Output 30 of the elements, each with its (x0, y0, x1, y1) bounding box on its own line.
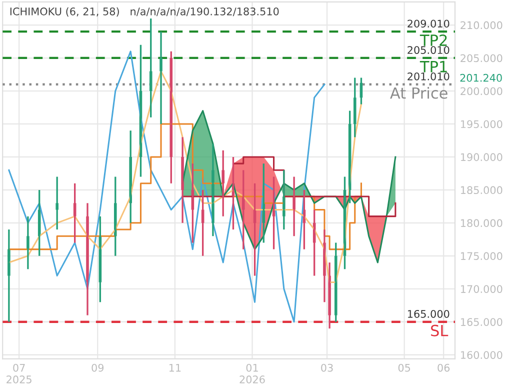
y-tick-label: 170.000 (461, 285, 502, 293)
x-tick-label: 05 (398, 364, 410, 372)
annotation: 165.000 (408, 310, 450, 318)
ref-line-label: SL (431, 324, 448, 336)
x-tick-label: 06 (438, 364, 450, 372)
y-tick-label: 200.000 (460, 87, 502, 96)
x-tick-label: 09 (92, 364, 104, 372)
line-series (8, 50, 326, 323)
chart-title: ICHIMOKU (6, 21, 58) n/a/n/a/n/a/190.132/183.510 (10, 7, 279, 17)
annotation: 205.010 (408, 46, 450, 54)
y-tick-label: 190.000 (461, 153, 502, 162)
x-tick-label: 07 2025 (6, 364, 32, 384)
y-tick-label: 160.000 (461, 351, 502, 359)
ref-line-label: TP1 (420, 61, 447, 72)
y-tick-label: 175.000 (461, 252, 502, 260)
y-tick-label: 180.000 (461, 219, 502, 228)
y-tick-label: 205.000 (460, 54, 502, 62)
y-tick-label: 195.000 (461, 120, 502, 128)
ref-line-label: At Price (390, 86, 448, 99)
x-tick-label: 01 2026 (240, 364, 265, 384)
line-series (182, 110, 396, 264)
x-tick-label: 03 (321, 364, 333, 372)
annotation: 201.010 (408, 72, 450, 80)
text: 201.240 (460, 74, 502, 82)
annotation: 209.010 (408, 20, 450, 28)
y-tick-label: 210.000 (460, 21, 502, 30)
ref-line-label: TP2 (420, 34, 447, 46)
y-tick-label: 165.000 (461, 318, 502, 326)
y-tick-label: 185.000 (461, 186, 502, 194)
x-tick-label: 11 (169, 364, 181, 372)
